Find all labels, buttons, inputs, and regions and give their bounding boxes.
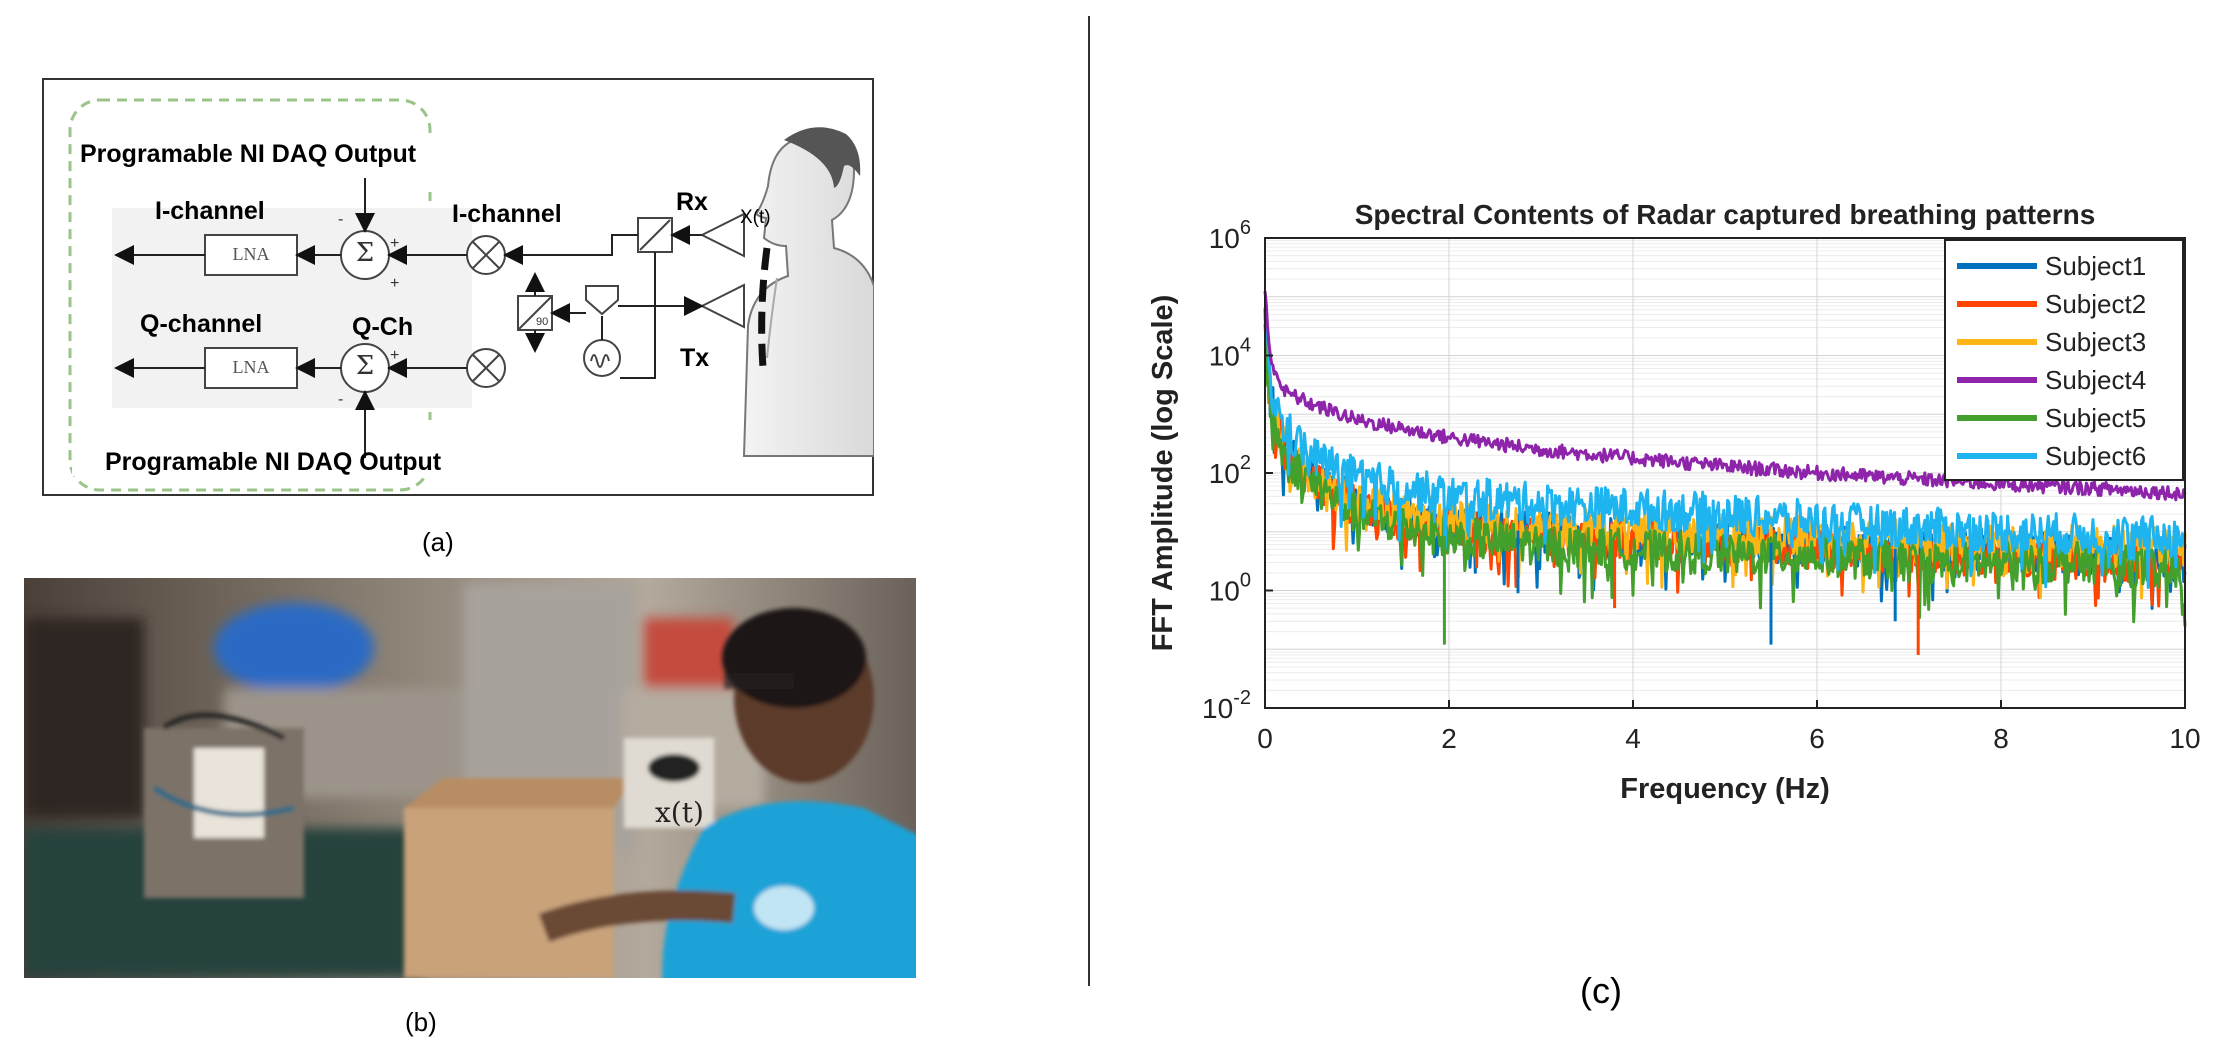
daq-output-top-label: Programable NI DAQ Output [80, 140, 417, 168]
legend-label: Subject2 [2045, 289, 2146, 319]
spectrum-chart: 0 2 4 6 8 10 10-2 100 102 104 106 Spectral Contents… [1147, 199, 2201, 805]
y-tick-label: 104 [1209, 335, 1251, 372]
lna-top-label: LNA [232, 244, 270, 264]
x-t-label-a: X(t) [740, 207, 771, 228]
svg-text:+: + [390, 347, 399, 364]
y-tick-label: 100 [1209, 570, 1251, 607]
series-line-subject4 [1263, 291, 2187, 502]
tx-label: Tx [680, 344, 710, 372]
y-tick-label: 106 [1209, 217, 1251, 254]
x-tick-label: 4 [1625, 723, 1641, 754]
x-axis-label: Frequency (Hz) [1620, 773, 1829, 805]
person-illustration [742, 127, 874, 457]
q-channel-output-label: Q-channel [140, 310, 263, 338]
i-channel-output-label: I-channel [155, 197, 265, 225]
block-diagram-drawing: + + + - - [68, 98, 874, 492]
svg-text:-: - [338, 391, 343, 408]
caption-a: (a) [422, 527, 454, 557]
chest-motion-marker [758, 247, 771, 369]
legend-box [1944, 239, 2184, 481]
mixer-bottom [466, 348, 506, 388]
svg-text:-: - [338, 211, 343, 228]
daq-output-bottom-label: Programable NI DAQ Output [105, 448, 442, 476]
panel-divider [1088, 16, 1090, 986]
caption-c: (c) [1580, 970, 1622, 1011]
oscillator [583, 339, 621, 377]
tx-antenna [699, 283, 745, 329]
x-tick-label: 6 [1809, 723, 1825, 754]
x-tick-label: 10 [2169, 723, 2200, 754]
rx-label: Rx [676, 188, 708, 216]
mixer-top [466, 235, 506, 275]
y-tick-label: 102 [1209, 452, 1251, 489]
y-axis-label: FFT Amplitude (log Scale) [1147, 295, 1179, 652]
i-channel-mixer-label: I-channel [452, 200, 562, 228]
q-channel-mixer-label: Q-Ch [352, 313, 414, 341]
chart-title: Spectral Contents of Radar captured brea… [1355, 199, 2096, 230]
rx-antenna [699, 212, 745, 258]
legend-label: Subject6 [2045, 441, 2146, 471]
caption-b: (b) [405, 1007, 437, 1037]
experiment-photo [24, 578, 916, 978]
x-tick-label: 0 [1257, 723, 1273, 754]
sum-top-symbol: Σ [355, 238, 375, 268]
series-line-subject6 [1263, 327, 2187, 589]
legend-label: Subject4 [2045, 365, 2146, 395]
series-line-subject5 [1263, 307, 2187, 627]
legend-label: Subject3 [2045, 327, 2146, 357]
svg-text:+: + [390, 235, 399, 252]
lna-bottom-label: LNA [232, 357, 270, 377]
x-tick-label: 8 [1993, 723, 2009, 754]
y-tick-label: 10-2 [1202, 687, 1251, 724]
legend-label: Subject5 [2045, 403, 2146, 433]
x-t-label-b: x(t) [655, 796, 704, 829]
legend-label: Subject1 [2045, 251, 2146, 281]
phase-label: 90 [536, 316, 549, 328]
svg-text:+: + [390, 275, 399, 292]
sum-bottom-symbol: Σ [355, 351, 375, 381]
x-tick-label: 2 [1441, 723, 1457, 754]
